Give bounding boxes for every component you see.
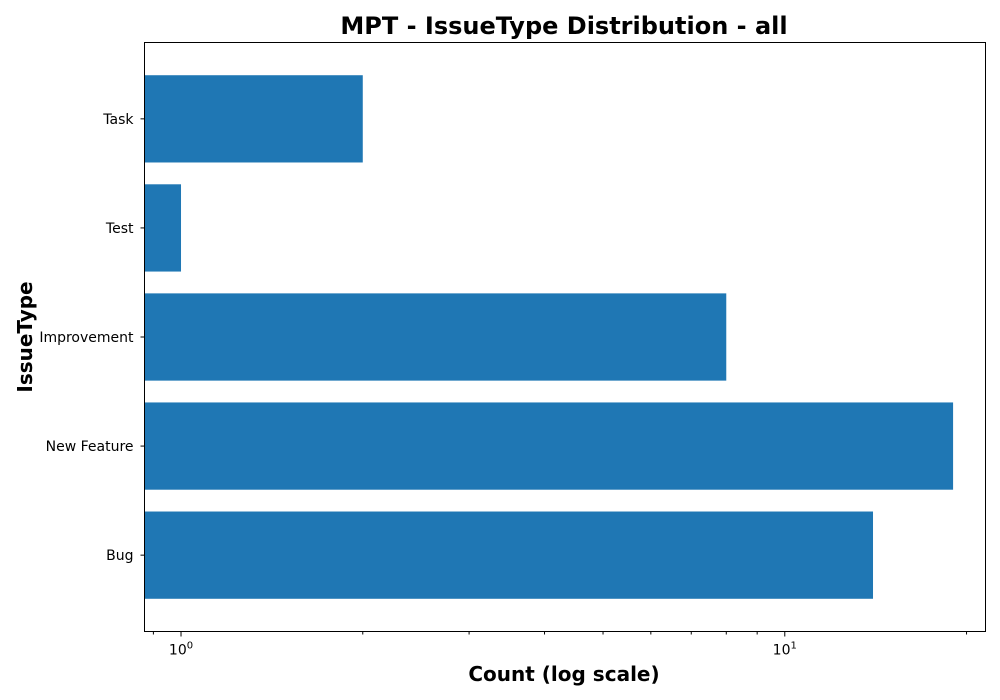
y-tick-label-test: Test xyxy=(105,221,134,237)
bar-task xyxy=(144,75,363,163)
bar-improvement xyxy=(144,293,727,381)
chart-title: MPT - IssueType Distribution - all xyxy=(340,12,787,40)
bar-bug xyxy=(144,511,874,599)
bar-test xyxy=(144,184,182,272)
x-axis-ticks: 100 101 xyxy=(152,631,968,659)
y-tick-label-improvement: Improvement xyxy=(39,330,134,346)
x-tick-label: 100 xyxy=(169,641,193,659)
y-axis-ticks: Task Test Improvement New Feature Bug xyxy=(39,112,145,564)
bar-new-feature xyxy=(144,402,954,490)
y-axis-label: IssueType xyxy=(13,281,37,392)
x-tick-label: 101 xyxy=(773,641,797,659)
y-tick-label-bug: Bug xyxy=(106,548,133,564)
bars-group xyxy=(144,75,954,599)
y-tick-label-new-feature: New Feature xyxy=(46,439,134,455)
x-axis-label: Count (log scale) xyxy=(468,662,659,686)
plot-frame xyxy=(144,42,986,632)
y-tick-label-task: Task xyxy=(102,112,134,128)
